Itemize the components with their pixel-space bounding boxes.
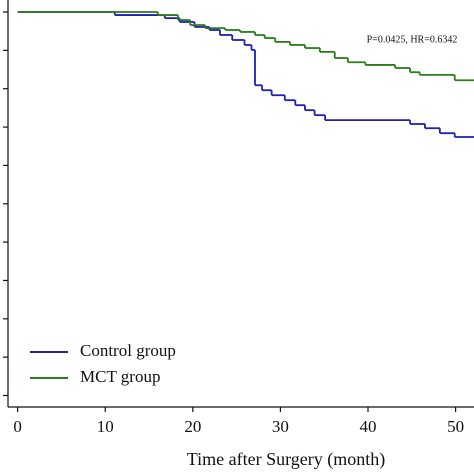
x-tick-label: 10 xyxy=(97,417,114,436)
x-tick-label: 30 xyxy=(272,417,289,436)
annotation: P=0.0425, HR=0.6342 xyxy=(367,34,458,45)
x-axis-label: Time after Surgery (month) xyxy=(187,449,385,470)
legend-label: MCT group xyxy=(80,367,160,386)
x-tick-label: 40 xyxy=(360,417,377,436)
legend-label: Control group xyxy=(80,341,176,360)
x-tick-label: 20 xyxy=(184,417,201,436)
x-tick-label: 50 xyxy=(447,417,464,436)
x-tick-label: 0 xyxy=(13,417,22,436)
